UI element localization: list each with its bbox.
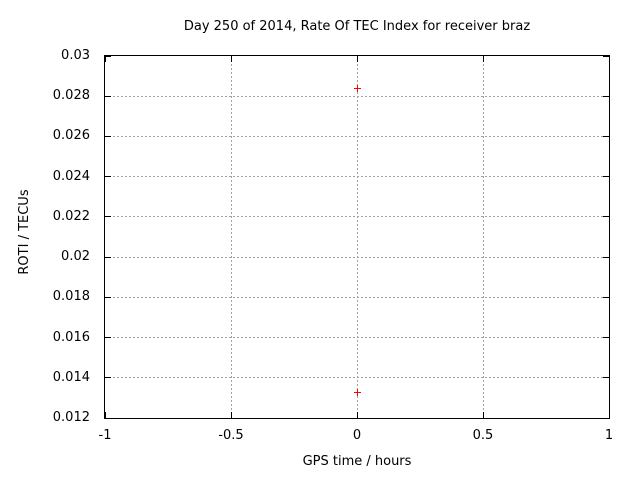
x-tick-mark-bottom bbox=[230, 412, 232, 418]
gridline-horizontal bbox=[105, 135, 609, 137]
x-tick-mark-top bbox=[608, 56, 610, 62]
plot-area bbox=[104, 55, 610, 419]
x-tick-label: 0 bbox=[352, 428, 362, 443]
x-tick-mark-bottom bbox=[608, 412, 610, 418]
data-point-marker bbox=[354, 388, 361, 396]
y-tick-mark-right bbox=[603, 377, 609, 379]
y-tick-mark-right bbox=[603, 296, 609, 298]
y-tick-label: 0.018 bbox=[52, 289, 90, 305]
y-tick-mark-right bbox=[603, 176, 609, 178]
x-tick-label: 0.5 bbox=[472, 428, 494, 443]
chart-title: Day 250 of 2014, Rate Of TEC Index for r… bbox=[183, 19, 531, 34]
y-tick-mark-right bbox=[603, 337, 609, 339]
x-tick-mark-bottom bbox=[482, 412, 484, 418]
x-tick-mark-bottom bbox=[104, 412, 106, 418]
y-tick-mark-left bbox=[105, 256, 111, 258]
y-tick-mark-left bbox=[105, 176, 111, 178]
y-tick-label: 0.024 bbox=[52, 168, 90, 184]
plus-icon bbox=[357, 388, 358, 396]
y-tick-mark-left bbox=[105, 95, 111, 97]
y-tick-label: 0.026 bbox=[52, 128, 90, 144]
gridline-vertical bbox=[356, 56, 358, 418]
x-tick-label: 1 bbox=[604, 428, 614, 443]
y-tick-label: 0.012 bbox=[52, 410, 90, 425]
y-tick-label: 0.028 bbox=[52, 88, 90, 104]
x-tick-label: -0.5 bbox=[218, 428, 244, 443]
x-axis-title: GPS time / hours bbox=[302, 454, 412, 469]
gridline-horizontal bbox=[105, 337, 609, 339]
x-tick-mark-top bbox=[230, 56, 232, 62]
y-tick-mark-left bbox=[105, 296, 111, 298]
y-tick-label: 0.022 bbox=[52, 208, 90, 224]
gridline-vertical bbox=[230, 56, 232, 418]
y-tick-mark-right bbox=[603, 216, 609, 218]
y-tick-label: 0.014 bbox=[52, 369, 90, 385]
y-tick-mark-left bbox=[105, 216, 111, 218]
y-tick-mark-right bbox=[603, 135, 609, 137]
gridline-horizontal bbox=[105, 176, 609, 178]
y-tick-mark-right bbox=[603, 55, 609, 57]
x-tick-mark-top bbox=[104, 56, 106, 62]
y-tick-label: 0.03 bbox=[61, 48, 90, 63]
y-tick-mark-left bbox=[105, 135, 111, 137]
y-tick-mark-right bbox=[603, 95, 609, 97]
gridline-horizontal bbox=[105, 256, 609, 258]
gridline-horizontal bbox=[105, 377, 609, 379]
gridline-horizontal bbox=[105, 216, 609, 218]
data-point-marker bbox=[354, 85, 361, 93]
x-tick-mark-top bbox=[482, 56, 484, 62]
gridline-horizontal bbox=[105, 296, 609, 298]
y-tick-mark-right bbox=[603, 417, 609, 419]
y-tick-mark-left bbox=[105, 337, 111, 339]
y-tick-label: 0.02 bbox=[61, 249, 90, 265]
gridline-horizontal bbox=[105, 95, 609, 97]
x-tick-mark-bottom bbox=[356, 412, 358, 418]
y-tick-mark-left bbox=[105, 417, 111, 419]
y-tick-label: 0.016 bbox=[52, 329, 90, 345]
plus-icon bbox=[357, 85, 358, 93]
gridline-vertical bbox=[482, 56, 484, 418]
x-tick-label: -1 bbox=[98, 428, 112, 443]
y-tick-mark-left bbox=[105, 55, 111, 57]
x-tick-mark-top bbox=[356, 56, 358, 62]
y-tick-mark-right bbox=[603, 256, 609, 258]
y-tick-mark-left bbox=[105, 377, 111, 379]
